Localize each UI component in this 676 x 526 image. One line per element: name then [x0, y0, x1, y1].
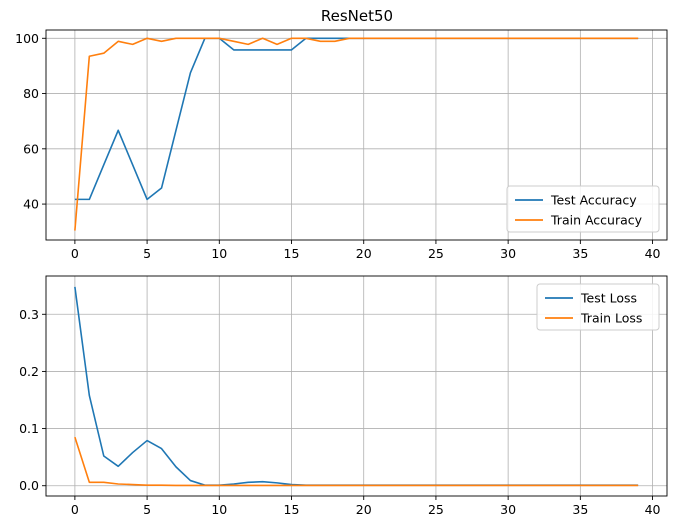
x-tick-label: 20 — [356, 502, 372, 517]
series-line-train-loss — [74, 436, 639, 487]
x-tick-label: 40 — [645, 502, 661, 517]
series-line-train-accuracy — [74, 37, 639, 231]
legend-label: Test Loss — [580, 291, 637, 306]
loss-panel: 0 5 10 15 20 25 30 35 40 0.0 0.1 0.2 0.3 Test Loss Tra… — [19, 275, 668, 517]
legend-box — [506, 185, 660, 233]
x-tick-label: 40 — [645, 246, 661, 261]
x-tick-label: 20 — [356, 246, 372, 261]
x-tick-label: 30 — [500, 246, 516, 261]
x-tick-label: 35 — [572, 246, 588, 261]
series-line-test-accuracy — [74, 37, 639, 201]
y-tick-label: 0.0 — [19, 478, 39, 493]
x-tick-label: 10 — [211, 246, 227, 261]
x-tick-label: 30 — [500, 502, 516, 517]
y-tick-label: 0.2 — [19, 364, 39, 379]
y-tick-label: 100 — [15, 31, 39, 46]
x-tick-label: 10 — [211, 502, 227, 517]
x-tick-label: 15 — [284, 502, 300, 517]
chart-title: ResNet50 — [321, 7, 393, 25]
legend-label: Train Accuracy — [550, 213, 643, 228]
y-tick-label: 40 — [23, 197, 39, 212]
x-tick-label: 25 — [428, 246, 444, 261]
x-tick-label: 0 — [71, 246, 79, 261]
y-tick-label: 0.3 — [19, 307, 39, 322]
legend: Test Loss Train Loss — [536, 283, 660, 331]
axes-frame — [45, 29, 668, 241]
x-tick-label: 15 — [284, 246, 300, 261]
axes-frame — [45, 275, 668, 497]
y-tick-label: 60 — [23, 141, 39, 156]
x-tick-label: 25 — [428, 502, 444, 517]
legend-label: Test Accuracy — [550, 193, 637, 208]
legend-label: Train Loss — [580, 311, 642, 326]
x-tick-label: 5 — [143, 246, 151, 261]
x-tick-label: 35 — [572, 502, 588, 517]
y-tick-label: 80 — [23, 86, 39, 101]
x-tick-label: 0 — [71, 502, 79, 517]
legend: Test Accuracy Train Accuracy — [506, 185, 660, 233]
x-tick-label: 5 — [143, 502, 151, 517]
y-tick-label: 0.1 — [19, 421, 39, 436]
accuracy-panel: 0 5 10 15 20 25 30 35 40 40 60 80 100 Test Accuracy Tr… — [15, 29, 668, 261]
